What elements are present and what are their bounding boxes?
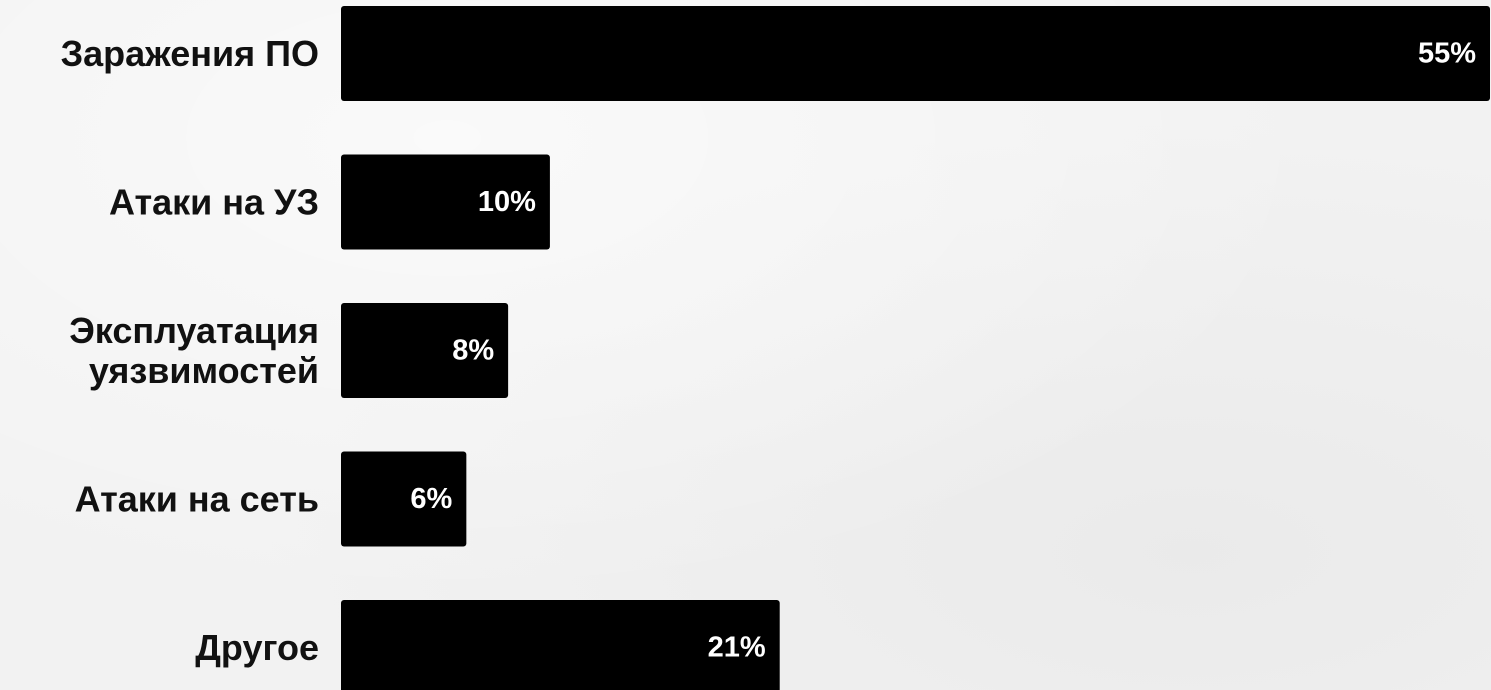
bar-0 bbox=[341, 6, 1490, 101]
category-label-line: уязвимостей bbox=[89, 350, 319, 391]
value-label-4: 21% bbox=[708, 632, 766, 664]
category-label-line: Заражения ПО bbox=[61, 33, 319, 74]
category-labels-group: Заражения ПО Атаки на УЗ Эксплуатация уязви… bbox=[61, 33, 319, 668]
category-label-4: Другое bbox=[195, 627, 319, 668]
category-label-line: Атаки на сеть bbox=[75, 479, 319, 520]
category-label-3: Атаки на сеть bbox=[75, 479, 319, 520]
value-labels-group: 55% 10% 8% 6% 21% bbox=[410, 38, 1476, 664]
bar-2 bbox=[341, 303, 509, 398]
category-label-line: Другое bbox=[195, 627, 319, 668]
bar-3 bbox=[341, 451, 467, 547]
bar-4 bbox=[341, 600, 780, 690]
bars-group bbox=[341, 6, 1490, 690]
category-label-0: Заражения ПО bbox=[61, 33, 319, 74]
value-label-3: 6% bbox=[410, 483, 452, 515]
value-label-0: 55% bbox=[1418, 38, 1476, 70]
category-label-line: Атаки на УЗ bbox=[109, 182, 319, 223]
category-label-1: Атаки на УЗ bbox=[109, 182, 319, 223]
category-label-line: Эксплуатация bbox=[69, 310, 319, 351]
value-label-1: 10% bbox=[478, 186, 536, 218]
value-label-2: 8% bbox=[452, 335, 494, 367]
bar-1 bbox=[341, 154, 550, 250]
category-label-2: Эксплуатация уязвимостей bbox=[69, 310, 319, 391]
